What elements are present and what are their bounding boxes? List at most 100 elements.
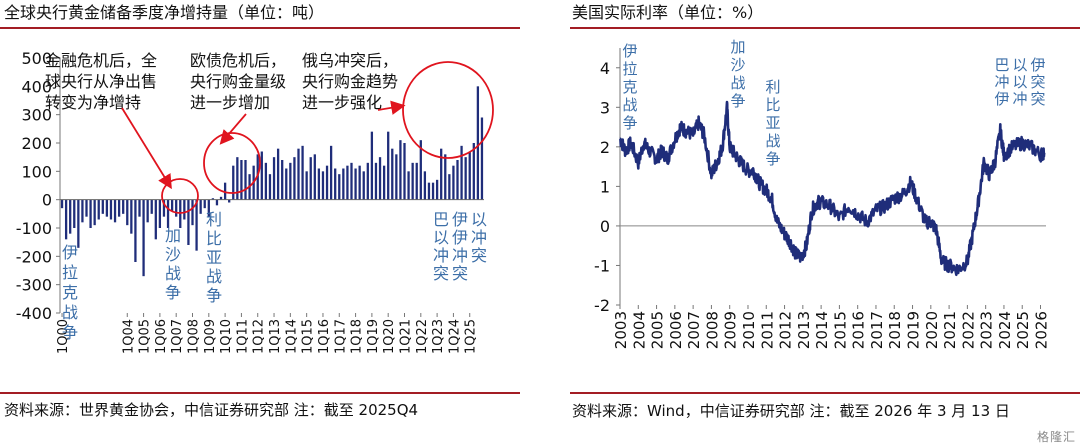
left-bar-chart: -400 -300 -200 -100 0 100 200 300 400 500 1Q00 1Q04… bbox=[16, 49, 494, 354]
bar bbox=[415, 162, 418, 200]
x-tick-label: 1Q21 bbox=[399, 319, 414, 354]
x-tick-label: 2021 bbox=[941, 311, 959, 349]
bar bbox=[272, 157, 276, 200]
y-tick-label: 0 bbox=[600, 217, 610, 236]
annotation-financial-crisis-line: 球央行从净出售 bbox=[45, 72, 157, 91]
event-label-libya-war-char: 争 bbox=[765, 150, 780, 168]
bar bbox=[199, 199, 202, 214]
bar bbox=[203, 199, 206, 209]
bar bbox=[228, 199, 231, 203]
annotation-russia-ukraine-line: 进一步强化 bbox=[302, 93, 382, 112]
x-tick-label: 2012 bbox=[777, 311, 795, 349]
y-tick-label: 200 bbox=[21, 134, 52, 153]
bar bbox=[97, 199, 100, 220]
x-tick-label: 2008 bbox=[703, 311, 721, 349]
event-label-libya-war-char: 比 bbox=[765, 96, 780, 114]
event-label-israel-palestine: 巴以伊冲以突伊冲突 bbox=[994, 56, 1045, 108]
x-tick-label: 2022 bbox=[959, 311, 977, 349]
x-tick-label: 1Q17 bbox=[333, 319, 348, 354]
annotation-russia-ukraine-line: 央行购金趋势 bbox=[302, 72, 398, 91]
bar bbox=[158, 199, 162, 228]
x-tick-label: 1Q15 bbox=[301, 319, 316, 354]
event-char: 突 bbox=[452, 264, 468, 283]
x-tick-label: 2005 bbox=[649, 311, 667, 349]
bar bbox=[399, 140, 402, 200]
event-label-iraq-war-char: 战 bbox=[622, 96, 637, 114]
bar bbox=[476, 86, 480, 200]
left-source-note: 资料来源：世界黄金协会，中信证券研究部 注：截至 2025Q4 bbox=[4, 401, 419, 419]
annotation-financial-crisis-line: 转变为净增持 bbox=[45, 93, 141, 112]
bar bbox=[293, 157, 296, 200]
bar bbox=[154, 199, 157, 240]
event-char: 冲 bbox=[452, 246, 468, 265]
bar bbox=[440, 148, 443, 200]
event-char: 以 bbox=[1012, 56, 1027, 74]
bar bbox=[309, 157, 312, 200]
event-label-gaza-war-char: 战 bbox=[730, 74, 745, 92]
x-tick-label: 2003 bbox=[612, 311, 630, 349]
bar bbox=[268, 174, 272, 200]
bar bbox=[472, 143, 475, 200]
event-char: 冲 bbox=[471, 228, 487, 247]
bar bbox=[264, 162, 268, 200]
bar bbox=[391, 148, 394, 200]
event-label-iraq-war-char: 克 bbox=[62, 283, 78, 302]
bar bbox=[378, 157, 382, 200]
x-tick-label: 1Q09 bbox=[203, 319, 218, 354]
event-label-libya-war-char: 亚 bbox=[206, 248, 222, 267]
bar bbox=[183, 199, 186, 220]
bar bbox=[138, 199, 141, 217]
highlight-circle-2022 bbox=[402, 61, 494, 159]
x-tick-label: 2011 bbox=[758, 311, 776, 349]
x-tick-label: 1Q22 bbox=[415, 319, 430, 354]
event-char: 伊 bbox=[994, 90, 1009, 108]
y-tick-label: -1 bbox=[594, 256, 610, 275]
event-label-gaza-war-char: 沙 bbox=[730, 56, 745, 74]
left-source-rule bbox=[0, 392, 520, 394]
bar bbox=[232, 165, 235, 200]
bar bbox=[427, 182, 431, 200]
bar bbox=[89, 199, 92, 228]
bar bbox=[64, 199, 68, 240]
y-tick-label: -100 bbox=[16, 219, 52, 238]
bar bbox=[289, 162, 292, 200]
event-label-libya-war-char: 亚 bbox=[765, 114, 780, 132]
bar bbox=[81, 199, 84, 223]
real-rate-line bbox=[619, 100, 1046, 277]
bar bbox=[321, 171, 325, 200]
annotation-russia-ukraine-line: 俄乌冲突后， bbox=[302, 51, 398, 70]
bar bbox=[334, 168, 337, 200]
x-tick-label: 2020 bbox=[923, 311, 941, 349]
event-char: 伊 bbox=[1030, 56, 1045, 74]
event-label-libya-war-char: 利 bbox=[765, 78, 780, 96]
bar bbox=[297, 148, 300, 200]
y-tick-label: 400 bbox=[21, 77, 52, 96]
event-label-gaza-war-char: 争 bbox=[730, 92, 745, 110]
x-tick-label: 1Q12 bbox=[252, 319, 267, 354]
x-tick-label: 1Q13 bbox=[268, 319, 283, 354]
bar bbox=[382, 165, 386, 200]
bar bbox=[207, 199, 210, 217]
annotation-arrow-2022 bbox=[377, 100, 406, 115]
bar bbox=[166, 199, 170, 228]
bar bbox=[460, 145, 463, 200]
event-label-iraq-war-char: 拉 bbox=[62, 263, 78, 282]
bar bbox=[387, 131, 390, 200]
event-char: 以 bbox=[1012, 73, 1027, 91]
bar bbox=[464, 157, 467, 200]
bar bbox=[134, 199, 137, 262]
event-char: 以 bbox=[433, 228, 449, 247]
bar bbox=[122, 199, 125, 214]
y-tick-label: 4 bbox=[600, 59, 610, 78]
annotation-arrow-2011 bbox=[219, 113, 247, 145]
x-tick-label: 2024 bbox=[996, 311, 1014, 349]
event-label-gaza-war-char: 争 bbox=[165, 283, 181, 302]
x-tick-label: 2023 bbox=[978, 311, 996, 349]
bar bbox=[162, 199, 166, 217]
x-tick-label: 2013 bbox=[795, 311, 813, 349]
bar bbox=[411, 162, 414, 200]
right-title-rule bbox=[570, 27, 1080, 29]
